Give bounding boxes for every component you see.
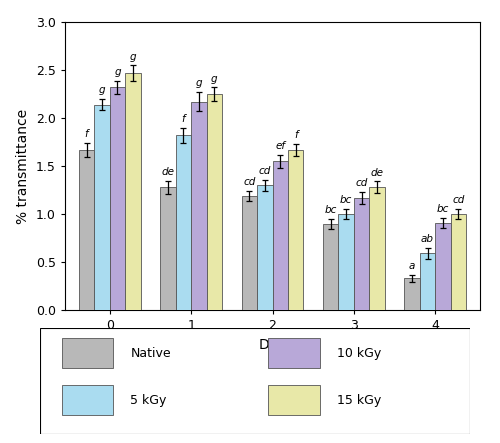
Text: g: g <box>98 85 105 95</box>
Text: g: g <box>114 67 121 77</box>
Text: a: a <box>409 261 415 271</box>
Bar <box>206 94 222 310</box>
Text: f: f <box>85 129 88 139</box>
X-axis label: Day: Day <box>258 338 286 352</box>
Text: f: f <box>294 130 298 140</box>
Text: ab: ab <box>421 234 434 244</box>
Bar <box>191 102 206 310</box>
Bar <box>323 224 338 310</box>
Bar <box>242 196 257 310</box>
Bar <box>420 253 435 310</box>
Bar <box>176 136 191 310</box>
Bar <box>110 87 125 310</box>
Bar <box>338 214 354 310</box>
Text: 5 kGy: 5 kGy <box>130 394 166 407</box>
Text: ef: ef <box>275 141 285 151</box>
Text: bc: bc <box>324 205 337 215</box>
Bar <box>450 214 466 310</box>
Text: bc: bc <box>437 204 449 214</box>
Bar <box>435 223 450 310</box>
Bar <box>354 198 370 310</box>
Text: f: f <box>182 114 185 124</box>
Text: cd: cd <box>452 195 464 206</box>
Text: Native: Native <box>130 347 171 360</box>
Text: cd: cd <box>243 177 256 187</box>
Text: cd: cd <box>356 178 368 188</box>
Y-axis label: % transmittance: % transmittance <box>16 109 30 224</box>
Bar <box>288 150 304 310</box>
Text: g: g <box>196 78 202 89</box>
Text: g: g <box>211 74 218 84</box>
Text: de: de <box>162 167 174 177</box>
Text: 15 kGy: 15 kGy <box>336 394 381 407</box>
Bar <box>94 105 110 310</box>
Bar <box>79 150 94 310</box>
Bar <box>272 161 288 310</box>
Bar <box>257 185 272 310</box>
Bar <box>160 187 176 310</box>
Bar <box>404 279 420 310</box>
Bar <box>268 385 320 415</box>
Bar <box>62 385 113 415</box>
Text: g: g <box>130 51 136 62</box>
Bar <box>125 73 140 310</box>
Text: de: de <box>370 167 384 178</box>
Text: bc: bc <box>340 195 352 206</box>
Text: 10 kGy: 10 kGy <box>336 347 381 360</box>
Text: cd: cd <box>258 166 271 176</box>
Bar <box>62 338 113 368</box>
Bar <box>370 187 385 310</box>
Bar <box>268 338 320 368</box>
